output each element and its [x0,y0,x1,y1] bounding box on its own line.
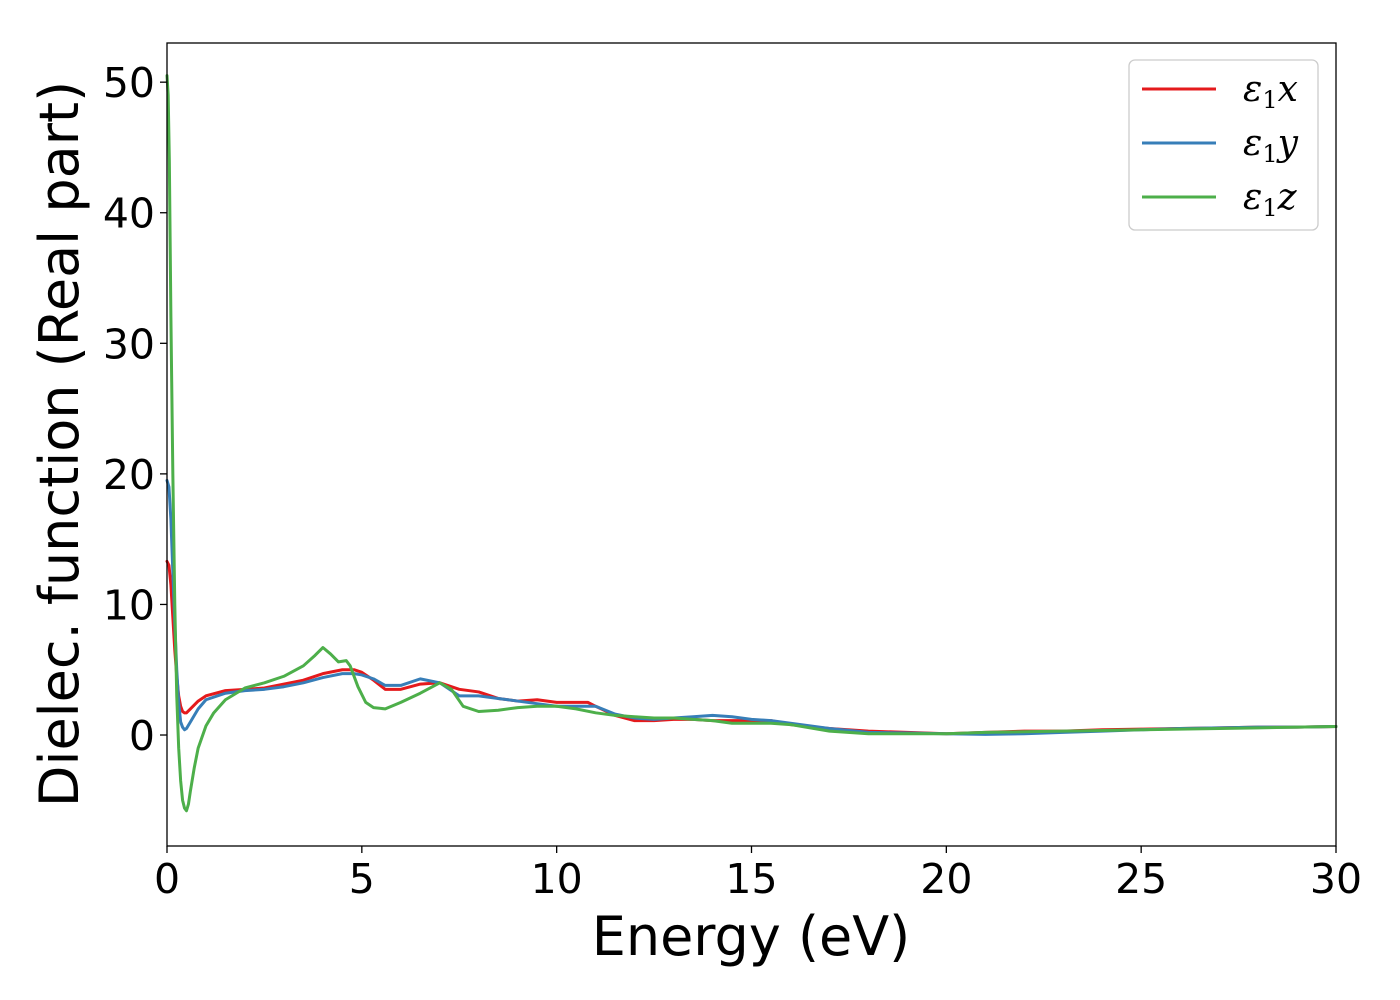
legend-label-z: ε1z [1243,177,1298,222]
legend-box [1128,59,1319,231]
series-line-z [165,74,1338,813]
y-tick-label: 10 [103,581,155,629]
y-axis-ticks: 0 10 20 30 40 50 [103,59,167,760]
y-tick-label: 50 [103,59,155,107]
x-tick-label: 30 [1310,855,1362,903]
legend: ε1x ε1y ε1z [1128,59,1319,231]
legend-label-y: ε1y [1243,123,1299,168]
legend-label-x: ε1x [1243,69,1298,114]
x-tick-label: 20 [920,855,972,903]
x-axis-title: Energy (eV) [592,905,911,968]
y-tick-label: 30 [103,320,155,368]
y-tick-label: 0 [129,712,155,760]
x-tick-label: 0 [154,855,180,903]
y-tick-label: 20 [103,451,155,499]
x-tick-label: 10 [531,855,583,903]
x-tick-label: 25 [1115,855,1167,903]
y-tick-label: 40 [103,190,155,238]
x-tick-label: 5 [349,855,375,903]
x-axis-ticks: 0 5 10 15 20 25 30 [154,846,1362,903]
series-layer [165,74,1338,813]
y-axis-title: Dielec. function (Real part) [28,81,91,807]
x-tick-label: 15 [725,855,777,903]
